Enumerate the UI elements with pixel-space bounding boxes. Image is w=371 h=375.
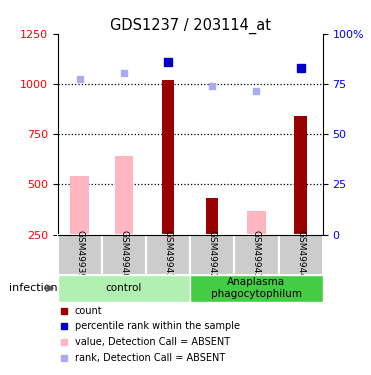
Bar [102,235,146,275]
Bar [247,210,266,235]
Bar [58,275,190,302]
Text: percentile rank within the sample: percentile rank within the sample [75,321,240,332]
Text: rank, Detection Call = ABSENT: rank, Detection Call = ABSENT [75,352,225,363]
Text: GSM49944: GSM49944 [296,230,305,279]
Bar [162,80,174,235]
Bar [234,235,279,275]
Bar [206,198,219,235]
Text: value, Detection Call = ABSENT: value, Detection Call = ABSENT [75,337,230,347]
Text: control: control [106,283,142,293]
Bar [58,235,102,275]
Text: GSM49942: GSM49942 [208,230,217,279]
Text: count: count [75,306,102,316]
Bar [146,235,190,275]
Bar [279,235,323,275]
Text: GSM49939: GSM49939 [75,230,84,279]
Bar [115,156,133,235]
Bar [295,116,307,235]
Text: GSM49941: GSM49941 [164,230,173,279]
Text: GSM49940: GSM49940 [119,230,128,279]
Bar [70,176,89,235]
Text: infection: infection [9,283,58,293]
Bar [190,235,234,275]
Text: Anaplasma
phagocytophilum: Anaplasma phagocytophilum [211,278,302,299]
Bar [190,275,323,302]
Title: GDS1237 / 203114_at: GDS1237 / 203114_at [110,18,270,34]
Text: GSM49943: GSM49943 [252,230,261,279]
